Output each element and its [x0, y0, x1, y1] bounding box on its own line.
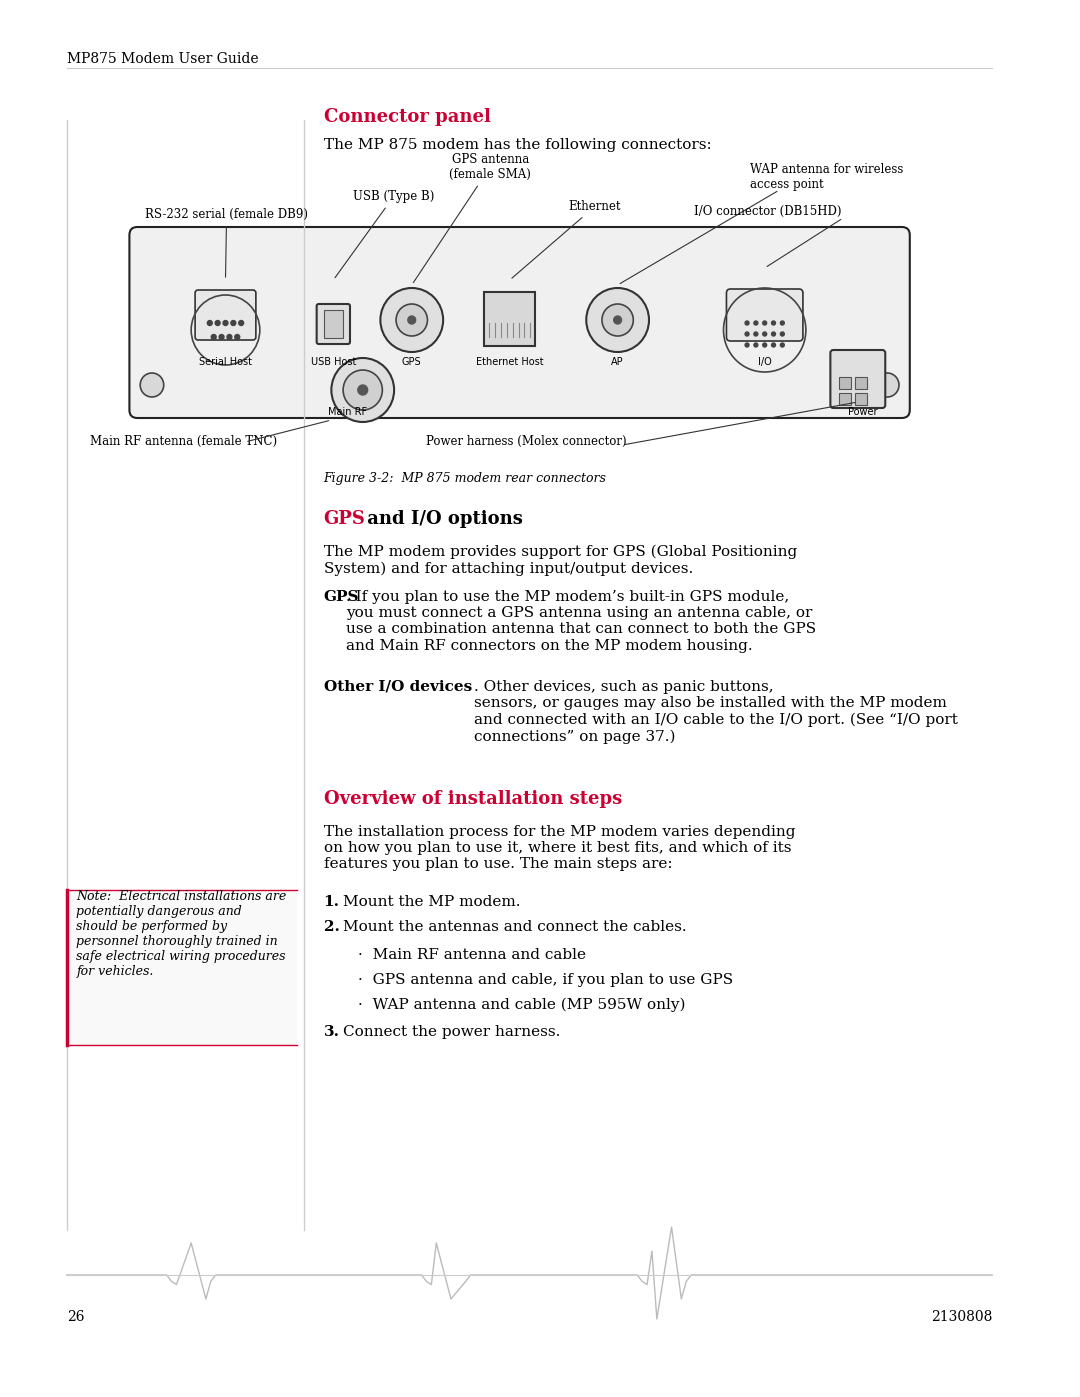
Circle shape: [745, 321, 750, 326]
Text: USB Host: USB Host: [311, 358, 356, 367]
FancyBboxPatch shape: [727, 289, 802, 341]
Circle shape: [754, 344, 758, 346]
Text: Figure 3-2:  MP 875 modem rear connectors: Figure 3-2: MP 875 modem rear connectors: [324, 472, 606, 485]
Text: 2130808: 2130808: [931, 1310, 993, 1324]
Text: Connector panel: Connector panel: [324, 108, 490, 126]
Text: Power: Power: [848, 407, 877, 416]
Text: . Other devices, such as panic buttons,
sensors, or gauges may also be installed: . Other devices, such as panic buttons, …: [473, 680, 957, 743]
Circle shape: [234, 334, 240, 339]
Circle shape: [224, 320, 228, 326]
Bar: [855, 393, 866, 405]
Circle shape: [231, 320, 235, 326]
Text: I/O: I/O: [758, 358, 771, 367]
Text: and I/O options: and I/O options: [361, 510, 523, 528]
Text: 2.: 2.: [324, 921, 339, 935]
Circle shape: [343, 370, 382, 409]
Text: 1.: 1.: [324, 895, 339, 909]
FancyBboxPatch shape: [831, 351, 886, 408]
Text: The installation process for the MP modem varies depending
on how you plan to us: The installation process for the MP mode…: [324, 826, 795, 872]
Text: The MP 875 modem has the following connectors:: The MP 875 modem has the following conne…: [324, 138, 712, 152]
Bar: [324, 310, 343, 338]
Bar: [67, 890, 297, 1045]
Text: WAP antenna for wireless
access point: WAP antenna for wireless access point: [750, 163, 903, 191]
Text: ·  GPS antenna and cable, if you plan to use GPS: · GPS antenna and cable, if you plan to …: [357, 972, 733, 988]
Text: GPS antenna
(female SMA): GPS antenna (female SMA): [414, 154, 531, 282]
Text: RS-232 serial (female DB9): RS-232 serial (female DB9): [145, 208, 308, 277]
Text: 3.: 3.: [324, 1025, 339, 1039]
Circle shape: [332, 358, 394, 422]
Circle shape: [212, 334, 216, 339]
Circle shape: [227, 334, 232, 339]
Circle shape: [754, 332, 758, 337]
Circle shape: [215, 320, 220, 326]
Circle shape: [586, 288, 649, 352]
Circle shape: [754, 321, 758, 326]
Circle shape: [781, 344, 784, 346]
Circle shape: [207, 320, 213, 326]
Text: Other I/O devices: Other I/O devices: [324, 680, 472, 694]
Circle shape: [745, 344, 750, 346]
Text: USB (Type B): USB (Type B): [335, 190, 434, 278]
Text: Note:  Electrical installations are
potentially dangerous and
should be performe: Note: Electrical installations are poten…: [77, 890, 286, 978]
Circle shape: [602, 305, 633, 337]
Text: 26: 26: [67, 1310, 84, 1324]
Text: AP: AP: [611, 358, 624, 367]
Text: I/O connector (DB15HD): I/O connector (DB15HD): [693, 205, 841, 218]
Circle shape: [781, 332, 784, 337]
Circle shape: [140, 373, 164, 397]
Circle shape: [219, 334, 224, 339]
FancyBboxPatch shape: [484, 292, 536, 346]
Text: Power harness (Molex connector): Power harness (Molex connector): [427, 434, 627, 448]
Circle shape: [876, 373, 899, 397]
Circle shape: [771, 321, 775, 326]
Circle shape: [380, 288, 443, 352]
Circle shape: [357, 386, 367, 395]
Text: Main RF antenna (female TNC): Main RF antenna (female TNC): [91, 434, 278, 448]
Circle shape: [771, 344, 775, 346]
Text: Ethernet Host: Ethernet Host: [476, 358, 543, 367]
Text: Connect the power harness.: Connect the power harness.: [343, 1025, 561, 1039]
Text: Serial Host: Serial Host: [199, 358, 252, 367]
Text: Mount the MP modem.: Mount the MP modem.: [343, 895, 521, 909]
Text: Main RF: Main RF: [328, 407, 367, 416]
Text: GPS: GPS: [402, 358, 421, 367]
Text: Overview of installation steps: Overview of installation steps: [324, 789, 622, 807]
FancyBboxPatch shape: [195, 291, 256, 339]
Text: GPS: GPS: [324, 510, 365, 528]
Circle shape: [762, 332, 767, 337]
Text: ·  WAP antenna and cable (MP 595W only): · WAP antenna and cable (MP 595W only): [357, 997, 686, 1013]
Circle shape: [745, 332, 750, 337]
Text: Mount the antennas and connect the cables.: Mount the antennas and connect the cable…: [343, 921, 687, 935]
Circle shape: [396, 305, 428, 337]
FancyBboxPatch shape: [316, 305, 350, 344]
Text: The MP modem provides support for GPS (Global Positioning
System) and for attach: The MP modem provides support for GPS (G…: [324, 545, 797, 576]
Text: Ethernet: Ethernet: [512, 200, 621, 278]
Bar: [855, 377, 866, 388]
Text: ·  Main RF antenna and cable: · Main RF antenna and cable: [357, 949, 585, 963]
Text: GPS: GPS: [324, 590, 359, 604]
Circle shape: [771, 332, 775, 337]
Circle shape: [762, 321, 767, 326]
FancyBboxPatch shape: [130, 226, 909, 418]
Bar: [839, 377, 851, 388]
Circle shape: [408, 316, 416, 324]
Text: . If you plan to use the MP modem’s built-in GPS module,
you must connect a GPS : . If you plan to use the MP modem’s buil…: [346, 590, 816, 652]
Text: MP875 Modem User Guide: MP875 Modem User Guide: [67, 52, 258, 66]
Bar: [839, 393, 851, 405]
Circle shape: [613, 316, 622, 324]
Circle shape: [781, 321, 784, 326]
Circle shape: [239, 320, 244, 326]
Circle shape: [762, 344, 767, 346]
